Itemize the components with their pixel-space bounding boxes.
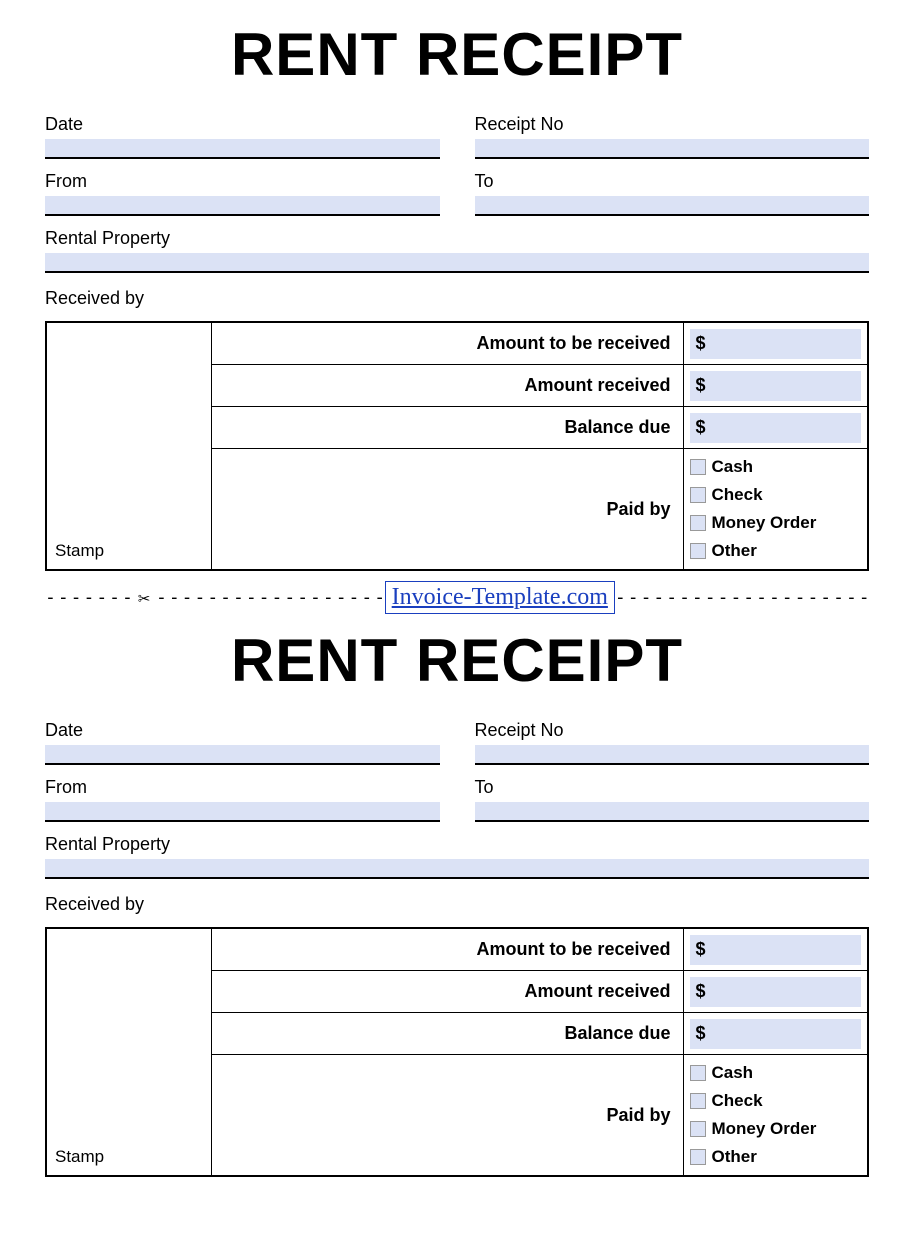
field-rental-property: Rental Property bbox=[45, 228, 869, 273]
row-rental-property: Rental Property bbox=[45, 228, 869, 273]
input-balance-due[interactable]: $ bbox=[690, 413, 862, 443]
checkbox-money-order[interactable] bbox=[690, 1121, 706, 1137]
cell-amount-received: $ bbox=[683, 365, 868, 407]
field-to: To bbox=[475, 777, 870, 822]
label-stamp: Stamp bbox=[55, 541, 104, 560]
option-money-order: Money Order bbox=[690, 1119, 862, 1139]
input-to[interactable] bbox=[475, 802, 870, 822]
input-receipt-no[interactable] bbox=[475, 139, 870, 159]
receipt-title: RENT RECEIPT bbox=[45, 20, 869, 89]
label-amount-received: Amount received bbox=[211, 971, 683, 1013]
option-money-order: Money Order bbox=[690, 513, 862, 533]
amount-table: Stamp Amount to be received $ Amount rec… bbox=[45, 927, 869, 1177]
label-received-by: Received by bbox=[45, 288, 869, 309]
field-receipt-no: Receipt No bbox=[475, 720, 870, 765]
label-balance-due: Balance due bbox=[211, 407, 683, 449]
input-to[interactable] bbox=[475, 196, 870, 216]
label-paid-by: Paid by bbox=[211, 1055, 683, 1177]
checkbox-other[interactable] bbox=[690, 1149, 706, 1165]
label-to: To bbox=[475, 171, 870, 192]
rent-receipt-2: RENT RECEIPT Date Receipt No From To Ren… bbox=[45, 626, 869, 1177]
option-other: Other bbox=[690, 1147, 862, 1167]
checkbox-check[interactable] bbox=[690, 487, 706, 503]
option-check: Check bbox=[690, 485, 862, 505]
cell-balance-due: $ bbox=[683, 407, 868, 449]
cell-amount-received: $ bbox=[683, 971, 868, 1013]
cell-paid-by: Cash Check Money Order Other bbox=[683, 1055, 868, 1177]
cell-amount-to-be-received: $ bbox=[683, 322, 868, 365]
field-from: From bbox=[45, 171, 440, 216]
input-amount-to-be-received[interactable]: $ bbox=[690, 935, 862, 965]
label-receipt-no: Receipt No bbox=[475, 114, 870, 135]
option-check: Check bbox=[690, 1091, 862, 1111]
scissors-icon: ✂ bbox=[138, 586, 152, 610]
field-date: Date bbox=[45, 114, 440, 159]
input-balance-due[interactable]: $ bbox=[690, 1019, 862, 1049]
field-receipt-no: Receipt No bbox=[475, 114, 870, 159]
cut-separator: ------- ✂ ------------------ Invoice-Tem… bbox=[45, 581, 869, 614]
label-date: Date bbox=[45, 114, 440, 135]
dashes-left: ------- bbox=[45, 587, 134, 608]
checkbox-other[interactable] bbox=[690, 543, 706, 559]
input-receipt-no[interactable] bbox=[475, 745, 870, 765]
label-amount-to-be-received: Amount to be received bbox=[211, 322, 683, 365]
field-to: To bbox=[475, 171, 870, 216]
input-amount-to-be-received[interactable]: $ bbox=[690, 329, 862, 359]
label-receipt-no: Receipt No bbox=[475, 720, 870, 741]
row-rental-property: Rental Property bbox=[45, 834, 869, 879]
label-stamp: Stamp bbox=[55, 1147, 104, 1166]
input-rental-property[interactable] bbox=[45, 253, 869, 273]
field-rental-property: Rental Property bbox=[45, 834, 869, 879]
row-date-receiptno: Date Receipt No bbox=[45, 114, 869, 159]
stamp-cell: Stamp bbox=[46, 322, 211, 570]
rent-receipt-1: RENT RECEIPT Date Receipt No From To Ren… bbox=[45, 20, 869, 571]
row-from-to: From To bbox=[45, 171, 869, 216]
amount-table: Stamp Amount to be received $ Amount rec… bbox=[45, 321, 869, 571]
source-link[interactable]: Invoice-Template.com bbox=[385, 581, 615, 614]
field-from: From bbox=[45, 777, 440, 822]
input-rental-property[interactable] bbox=[45, 859, 869, 879]
label-from: From bbox=[45, 171, 440, 192]
label-rental-property: Rental Property bbox=[45, 228, 869, 249]
label-to: To bbox=[475, 777, 870, 798]
option-cash: Cash bbox=[690, 1063, 862, 1083]
input-date[interactable] bbox=[45, 745, 440, 765]
cell-balance-due: $ bbox=[683, 1013, 868, 1055]
input-from[interactable] bbox=[45, 802, 440, 822]
label-paid-by: Paid by bbox=[211, 449, 683, 571]
option-cash: Cash bbox=[690, 457, 862, 477]
label-from: From bbox=[45, 777, 440, 798]
stamp-cell: Stamp bbox=[46, 928, 211, 1176]
checkbox-check[interactable] bbox=[690, 1093, 706, 1109]
cell-paid-by: Cash Check Money Order Other bbox=[683, 449, 868, 571]
input-amount-received[interactable]: $ bbox=[690, 977, 862, 1007]
label-date: Date bbox=[45, 720, 440, 741]
checkbox-cash[interactable] bbox=[690, 1065, 706, 1081]
input-amount-received[interactable]: $ bbox=[690, 371, 862, 401]
label-amount-to-be-received: Amount to be received bbox=[211, 928, 683, 971]
row-from-to: From To bbox=[45, 777, 869, 822]
cell-amount-to-be-received: $ bbox=[683, 928, 868, 971]
dashes-right: -------------------- bbox=[615, 587, 869, 608]
option-other: Other bbox=[690, 541, 862, 561]
input-date[interactable] bbox=[45, 139, 440, 159]
field-date: Date bbox=[45, 720, 440, 765]
receipt-title: RENT RECEIPT bbox=[45, 626, 869, 695]
label-received-by: Received by bbox=[45, 894, 869, 915]
checkbox-money-order[interactable] bbox=[690, 515, 706, 531]
row-date-receiptno: Date Receipt No bbox=[45, 720, 869, 765]
label-amount-received: Amount received bbox=[211, 365, 683, 407]
dashes-mid: ------------------ bbox=[156, 587, 385, 608]
checkbox-cash[interactable] bbox=[690, 459, 706, 475]
label-rental-property: Rental Property bbox=[45, 834, 869, 855]
label-balance-due: Balance due bbox=[211, 1013, 683, 1055]
input-from[interactable] bbox=[45, 196, 440, 216]
